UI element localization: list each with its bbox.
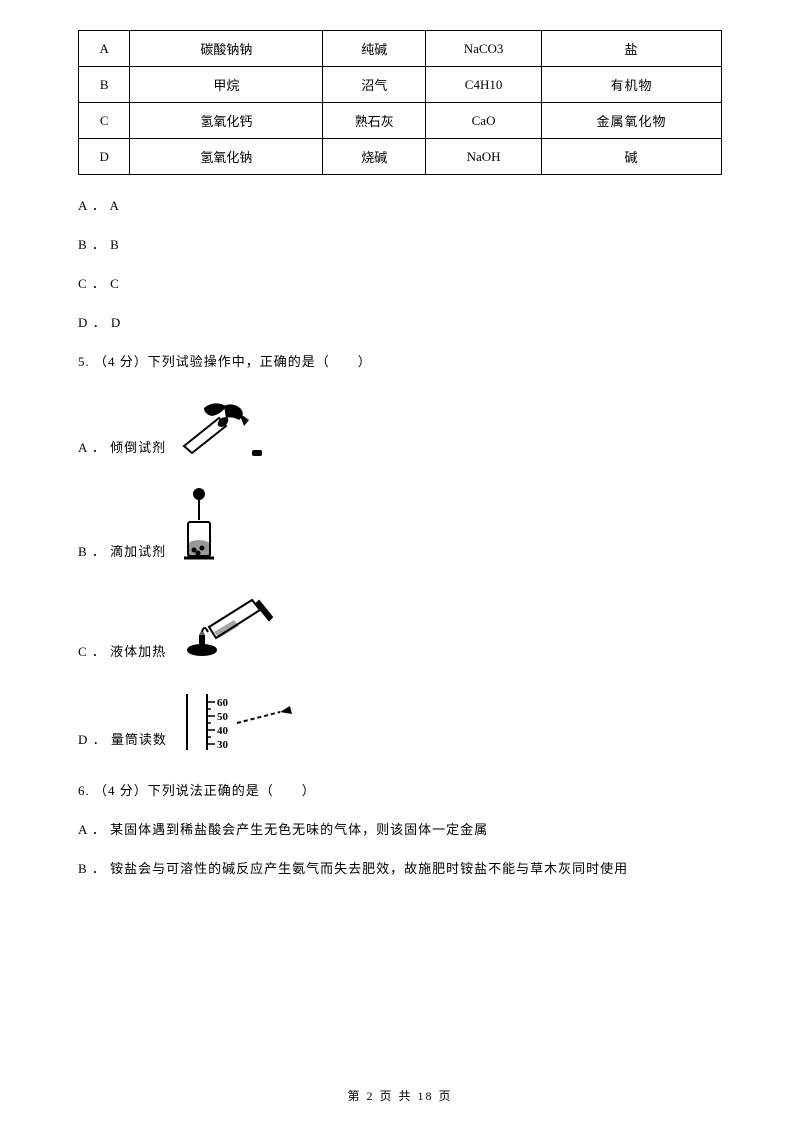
drop-reagent-icon [174, 488, 224, 564]
svg-text:50: 50 [217, 711, 229, 723]
footer-prefix: 第 [347, 1089, 366, 1103]
cell-type: 碱 [541, 139, 721, 175]
q4-option-a: A ． A [78, 195, 722, 214]
svg-text:30: 30 [217, 739, 229, 751]
cell-type: 金属氧化物 [541, 103, 721, 139]
q5-option-d-row: D ． 量筒读数 60 50 40 30 [78, 692, 722, 752]
cell-cname: 熟石灰 [323, 103, 426, 139]
cell-formula: NaCO3 [426, 31, 542, 67]
footer-mid: 页 共 [374, 1089, 417, 1103]
q4-option-c: C ． C [78, 273, 722, 292]
cylinder-read-icon: 60 50 40 30 [175, 692, 305, 752]
q4-option-d: D ． D [78, 312, 722, 331]
cell-formula: C4H10 [426, 67, 542, 103]
table-row: A 碳酸钠钠 纯碱 NaCO3 盐 [79, 31, 722, 67]
cell-label: D [79, 139, 130, 175]
cell-formula: CaO [426, 103, 542, 139]
q5-option-a-label: A ． 倾倒试剂 [78, 437, 166, 460]
cell-formula: NaOH [426, 139, 542, 175]
footer-suffix: 页 [434, 1089, 453, 1103]
q5-option-c-label: C ． 液体加热 [78, 641, 166, 664]
q5-option-c-row: C ． 液体加热 [78, 592, 722, 664]
footer-total: 18 [418, 1089, 434, 1103]
page-footer: 第 2 页 共 18 页 [0, 1087, 800, 1104]
q5-option-d-label: D ． 量筒读数 [78, 729, 167, 752]
q4-option-b: B ． B [78, 234, 722, 253]
table-row: C 氢氧化钙 熟石灰 CaO 金属氧化物 [79, 103, 722, 139]
cell-label: B [79, 67, 130, 103]
q5-option-b-row: B ． 滴加试剂 [78, 488, 722, 564]
cell-name: 甲烷 [130, 67, 323, 103]
q6-stem: 6. （4 分）下列说法正确的是（ ） [78, 780, 722, 799]
table-row: D 氢氧化钠 烧碱 NaOH 碱 [79, 139, 722, 175]
cell-type: 盐 [541, 31, 721, 67]
table-row: B 甲烷 沼气 C4H10 有机物 [79, 67, 722, 103]
q5-option-a-row: A ． 倾倒试剂 [78, 398, 722, 460]
cell-cname: 沼气 [323, 67, 426, 103]
heat-liquid-icon [174, 592, 279, 664]
cell-name: 氢氧化钙 [130, 103, 323, 139]
cell-label: C [79, 103, 130, 139]
cell-cname: 纯碱 [323, 31, 426, 67]
chem-table: A 碳酸钠钠 纯碱 NaCO3 盐 B 甲烷 沼气 C4H10 有机物 C 氢氧… [78, 30, 722, 175]
cell-name: 碳酸钠钠 [130, 31, 323, 67]
cell-name: 氢氧化钠 [130, 139, 323, 175]
cell-cname: 烧碱 [323, 139, 426, 175]
pour-reagent-icon [174, 398, 274, 460]
cell-type: 有机物 [541, 67, 721, 103]
q5-stem: 5. （4 分）下列试验操作中，正确的是（ ） [78, 351, 722, 370]
cell-label: A [79, 31, 130, 67]
svg-text:40: 40 [217, 725, 229, 737]
q6-option-a: A ． 某固体遇到稀盐酸会产生无色无味的气体，则该固体一定金属 [78, 819, 722, 838]
q6-option-b: B ． 铵盐会与可溶性的碱反应产生氨气而失去肥效，故施肥时铵盐不能与草木灰同时使… [78, 858, 722, 877]
svg-text:60: 60 [217, 697, 229, 709]
q5-option-b-label: B ． 滴加试剂 [78, 541, 166, 564]
